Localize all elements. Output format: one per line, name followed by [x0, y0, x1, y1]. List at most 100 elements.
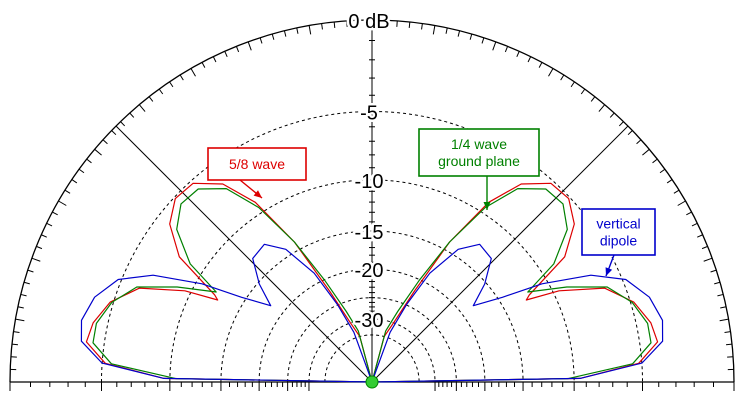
angle-tick — [179, 74, 184, 81]
angle-tick — [492, 41, 497, 51]
angle-tick — [548, 68, 554, 77]
angle-tick — [710, 269, 717, 273]
angle-tick — [102, 139, 108, 145]
angle-tick — [333, 21, 336, 29]
angle-tick — [23, 281, 30, 285]
angle-tick — [27, 269, 34, 273]
callout-text: ground plane — [438, 153, 520, 169]
angle-tick — [570, 81, 575, 88]
angle-tick — [111, 130, 117, 136]
angle-tick — [17, 306, 24, 309]
callout-arrowhead — [483, 202, 491, 210]
angle-tick — [516, 51, 520, 57]
angle-tick — [64, 189, 71, 194]
angle-tick — [560, 74, 565, 81]
angle-tick — [697, 234, 703, 238]
grid-ring — [258, 268, 486, 383]
callout-5-8-wave: 5/8 wave — [207, 147, 307, 199]
angle-tick — [457, 30, 461, 37]
antenna-origin-marker — [365, 375, 379, 389]
ring-label: -20 — [355, 260, 384, 282]
angle-tick — [296, 27, 299, 34]
angle-tick — [445, 27, 448, 34]
grid-ring — [169, 179, 575, 383]
angle-tick — [527, 56, 532, 63]
angle-tick — [714, 281, 721, 285]
angle-tick — [31, 257, 41, 262]
angle-tick — [538, 62, 543, 68]
callout-text: 1/4 wave — [451, 136, 507, 152]
angle-tick — [52, 211, 58, 216]
angle-tick — [408, 21, 411, 29]
angle-tick — [36, 245, 43, 250]
angle-tick — [618, 121, 624, 127]
angle-tick — [78, 168, 85, 174]
polar-grid — [9, 19, 735, 391]
angle-tick — [190, 68, 196, 77]
angle-tick — [691, 222, 698, 227]
angle-tick — [720, 306, 727, 309]
angle-tick — [666, 179, 673, 184]
angle-tick — [20, 293, 27, 297]
angle-tick — [719, 318, 729, 322]
angle-tick — [686, 211, 692, 216]
angle-tick — [642, 148, 650, 156]
angle-tick — [701, 245, 708, 250]
angle-tick — [283, 30, 287, 37]
angle-tick — [724, 331, 731, 333]
ring-label: -5 — [360, 102, 378, 124]
angle-tick — [169, 81, 174, 88]
angle-tick — [235, 46, 240, 53]
angle-tick — [703, 257, 713, 262]
angle-tick — [158, 88, 164, 95]
grid-spoke — [115, 125, 373, 383]
angle-tick — [13, 331, 20, 333]
callout-text: dipole — [600, 233, 638, 249]
angle-tick — [58, 200, 67, 206]
callout-box — [581, 208, 656, 256]
grid-spoke — [371, 125, 629, 383]
callout-box — [207, 147, 307, 181]
angle-tick — [11, 343, 19, 346]
angle-tick — [590, 96, 596, 102]
angle-tick — [598, 104, 606, 112]
origin-dot — [365, 375, 379, 389]
ring-label: 0 dB — [348, 11, 389, 33]
angle-tick — [725, 343, 733, 346]
angle-tick — [259, 37, 263, 44]
angle-tick — [271, 33, 275, 40]
angle-tick — [636, 139, 642, 145]
angle-tick — [659, 168, 666, 174]
angle-tick — [469, 33, 473, 40]
ring-label: -30 — [355, 310, 384, 332]
callout-text: vertical — [596, 216, 640, 232]
callout-arrowhead — [605, 267, 613, 276]
callout-text: 5/8 wave — [229, 156, 285, 172]
grid-ring — [220, 230, 524, 383]
angle-tick — [421, 23, 423, 30]
angle-tick — [224, 51, 228, 57]
angle-tick — [673, 189, 680, 194]
angle-tick — [46, 222, 53, 227]
angle-tick — [308, 25, 312, 35]
callout-arrowhead — [253, 190, 262, 198]
angle-tick — [677, 200, 686, 206]
ring-label: -10 — [355, 171, 384, 193]
angle-tick — [201, 62, 206, 68]
angle-tick — [15, 318, 25, 322]
angle-tick — [717, 293, 724, 297]
angle-tick — [652, 158, 658, 164]
angle-tick — [41, 234, 47, 238]
angle-tick — [609, 112, 615, 118]
angle-tick — [321, 23, 323, 30]
angle-tick — [580, 88, 586, 95]
angle-tick — [627, 130, 633, 136]
ring-label: -15 — [355, 222, 384, 244]
angle-tick — [94, 148, 102, 156]
angle-tick — [129, 112, 135, 118]
angle-tick — [86, 158, 92, 164]
